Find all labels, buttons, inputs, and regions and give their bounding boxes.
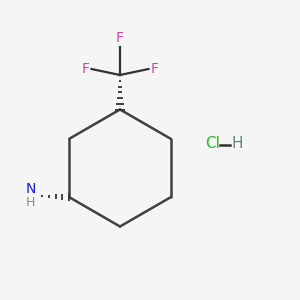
Text: F: F	[116, 31, 124, 45]
Text: F: F	[150, 62, 158, 76]
Text: H: H	[232, 136, 243, 152]
Text: F: F	[82, 62, 90, 76]
Text: N: N	[26, 182, 36, 196]
Text: Cl: Cl	[206, 136, 220, 152]
Text: H: H	[26, 196, 35, 209]
